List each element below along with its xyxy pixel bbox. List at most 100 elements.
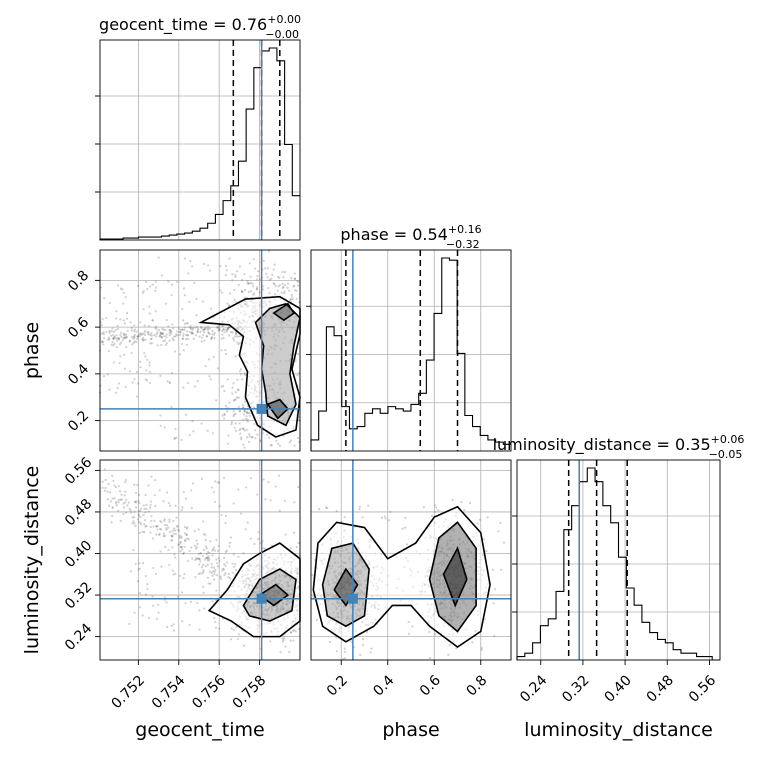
sample-point: [151, 537, 155, 540]
sample-point: [133, 500, 136, 503]
sample-point: [191, 328, 194, 331]
sample-point: [159, 333, 162, 337]
sample-point: [158, 533, 161, 536]
sample-point: [192, 332, 195, 335]
sample-point: [480, 648, 483, 651]
sample-point: [161, 333, 164, 336]
x-tick-label-phase: 0.4: [370, 672, 397, 699]
sample-point: [244, 528, 247, 531]
sample-point: [226, 327, 230, 330]
sample-point: [223, 417, 226, 420]
sample-point: [174, 335, 177, 338]
sample-point: [234, 275, 237, 278]
sample-point: [175, 516, 178, 519]
sample-point: [175, 436, 178, 439]
sample-point: [246, 436, 249, 439]
sample-point: [123, 336, 126, 340]
sample-point: [225, 330, 228, 333]
sample-point: [264, 498, 267, 501]
sample-point: [176, 595, 179, 599]
sample-point: [380, 516, 384, 519]
sample-point: [166, 491, 169, 494]
sample-point: [230, 423, 233, 426]
sample-point: [158, 489, 161, 492]
sample-point: [253, 292, 256, 295]
sample-point: [148, 506, 152, 509]
sample-point: [175, 525, 178, 528]
sample-point: [154, 525, 158, 528]
sample-point: [190, 489, 193, 492]
sample-point: [183, 525, 187, 529]
sample-point: [187, 334, 190, 337]
sample-point: [224, 352, 228, 355]
sample-point: [166, 380, 169, 383]
sample-point: [241, 406, 244, 409]
sample-point: [172, 339, 175, 342]
sample-point: [224, 514, 228, 517]
sample-point: [225, 328, 229, 332]
sample-point: [214, 568, 217, 571]
sample-point: [211, 336, 214, 339]
sample-point: [249, 537, 252, 540]
sample-point: [156, 331, 159, 334]
sample-point: [151, 319, 155, 322]
sample-point: [207, 332, 210, 335]
sample-point: [282, 276, 285, 279]
sample-point: [124, 481, 127, 484]
sample-point: [160, 332, 163, 335]
y-axis-label-phase: phase: [21, 322, 43, 379]
sample-point: [160, 335, 164, 339]
sample-point: [111, 474, 114, 477]
sample-point: [493, 588, 497, 591]
sample-point: [124, 511, 128, 514]
sample-point: [499, 521, 502, 525]
sample-point: [168, 504, 172, 507]
sample-point: [221, 333, 224, 336]
sample-point: [171, 569, 174, 572]
sample-point: [226, 378, 229, 381]
sample-point: [179, 550, 182, 553]
sample-point: [159, 424, 162, 427]
sample-point: [243, 288, 247, 292]
sample-point: [193, 558, 197, 562]
sample-point: [142, 290, 145, 293]
sample-point: [211, 432, 215, 435]
sample-point: [207, 555, 210, 558]
sample-point: [216, 325, 219, 329]
sample-point: [168, 329, 171, 332]
sample-point: [143, 519, 147, 522]
sample-point: [430, 514, 434, 518]
sample-point: [182, 551, 185, 554]
sample-point: [245, 428, 248, 432]
sample-point: [185, 537, 189, 540]
x-tick-label-geocent_time: 0.752: [108, 672, 148, 712]
sample-point: [181, 319, 185, 322]
sample-point: [163, 426, 166, 429]
sample-point: [160, 528, 163, 531]
sample-point: [111, 340, 114, 344]
sample-point: [183, 328, 186, 332]
sample-point: [155, 328, 158, 331]
sample-point: [207, 264, 210, 267]
sample-point: [145, 507, 148, 510]
sample-point: [293, 444, 296, 447]
sample-point: [150, 342, 153, 345]
sample-point: [234, 429, 238, 433]
sample-point: [162, 328, 165, 331]
sample-point: [246, 412, 250, 415]
sample-point: [137, 509, 140, 513]
sample-point: [226, 442, 230, 445]
sample-point: [214, 620, 217, 624]
sample-point: [216, 367, 220, 370]
sample-point: [159, 374, 162, 377]
sample-point: [157, 611, 160, 614]
sample-point: [223, 413, 226, 416]
sample-point: [243, 429, 246, 432]
sample-point: [189, 325, 192, 328]
sample-point: [231, 278, 234, 282]
sample-point: [151, 595, 154, 598]
sample-point: [155, 335, 158, 338]
sample-point: [232, 553, 235, 556]
sample-point: [191, 420, 194, 423]
sample-point: [286, 286, 289, 289]
